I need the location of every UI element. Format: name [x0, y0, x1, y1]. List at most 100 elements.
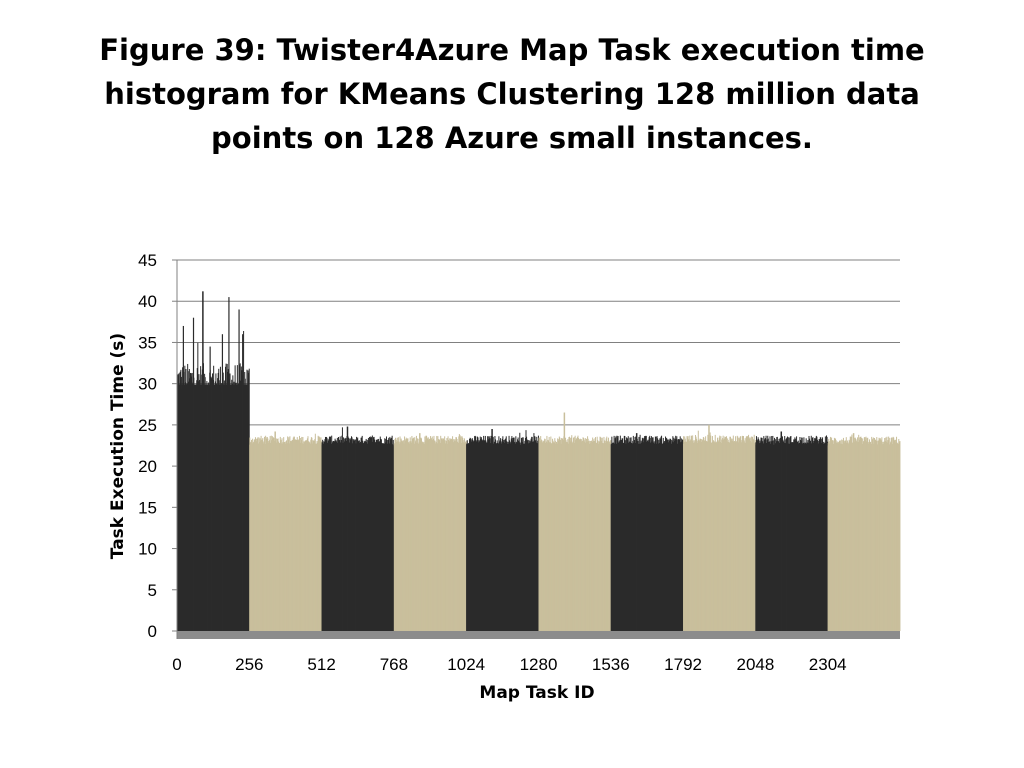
task-bar [236, 365, 238, 631]
task-bar [659, 439, 661, 631]
task-bar-peak [708, 424, 710, 631]
task-bar [838, 443, 840, 631]
task-bar [720, 436, 722, 631]
task-bar [375, 441, 377, 631]
task-bar [753, 439, 755, 631]
task-bar [549, 442, 551, 631]
task-bar [551, 443, 553, 631]
task-bar [882, 441, 884, 631]
task-bar [489, 438, 491, 631]
task-bar [231, 383, 233, 631]
task-bar [389, 436, 391, 631]
task-bar [341, 435, 343, 631]
task-bar [225, 363, 227, 631]
task-bar [600, 437, 602, 631]
task-bar [507, 443, 509, 631]
task-bar [773, 445, 775, 631]
task-bar [872, 437, 874, 631]
task-bar [651, 441, 653, 631]
task-bar [767, 435, 769, 631]
task-bar [488, 436, 490, 631]
task-bar [368, 440, 370, 631]
task-bar [435, 443, 437, 631]
task-bar [227, 371, 229, 631]
task-bar [499, 440, 501, 631]
task-bar [383, 443, 385, 631]
y-axis-title: Task Execution Time (s) [108, 333, 128, 559]
task-bar [727, 438, 729, 631]
task-bar [342, 442, 344, 631]
task-bar [295, 439, 297, 631]
task-bar [693, 440, 695, 631]
task-bar [752, 438, 754, 631]
task-bar [556, 441, 558, 631]
task-bar [395, 439, 397, 631]
task-bar [245, 388, 247, 631]
task-bar [588, 440, 590, 631]
task-bar [697, 440, 699, 631]
task-bar [266, 437, 268, 631]
task-bar [675, 438, 677, 631]
task-bar [627, 436, 629, 631]
task-bar [423, 443, 425, 631]
task-bar [587, 438, 589, 631]
task-bar [414, 437, 416, 631]
task-bar [539, 441, 541, 631]
task-bar [520, 437, 522, 631]
task-bar [874, 439, 876, 631]
task-bar [598, 443, 600, 631]
task-bar [479, 441, 481, 631]
task-bar [788, 443, 790, 631]
task-bar [270, 442, 272, 631]
task-bar [604, 442, 606, 631]
task-bar [198, 374, 200, 631]
task-bar [824, 436, 826, 631]
task-bar [267, 442, 269, 631]
task-bar [866, 441, 868, 631]
task-bar [641, 442, 643, 631]
task-bar [744, 438, 746, 631]
task-bar [785, 438, 787, 631]
task-bar [870, 442, 872, 631]
task-bar [642, 438, 644, 631]
task-bar [754, 440, 756, 631]
task-bar [645, 435, 647, 631]
task-bar [369, 437, 371, 631]
task-bar [620, 440, 622, 631]
task-bar [349, 438, 351, 631]
task-bar [469, 438, 471, 631]
task-bar [318, 436, 320, 631]
task-bar [305, 440, 307, 631]
task-bar [304, 440, 306, 631]
task-bar [458, 433, 460, 631]
task-bar [728, 441, 730, 631]
task-bar [194, 395, 196, 631]
task-bar [535, 440, 537, 631]
task-bar [580, 439, 582, 631]
task-bar [500, 438, 502, 631]
task-bar [711, 442, 713, 631]
task-bar [578, 439, 580, 631]
task-bar [511, 436, 513, 631]
task-bar [192, 383, 194, 631]
task-bar [584, 438, 586, 631]
task-bar [196, 380, 198, 631]
task-bar [258, 437, 260, 631]
task-bar [406, 438, 408, 631]
task-bar [556, 443, 558, 631]
task-bar [482, 440, 484, 631]
task-bar [717, 440, 719, 631]
task-bar [665, 436, 667, 631]
task-bar [841, 444, 843, 631]
task-bar [869, 441, 871, 631]
task-bar [376, 439, 378, 631]
task-bar [457, 442, 459, 631]
task-bar [557, 440, 559, 631]
task-bar [842, 437, 844, 631]
task-bar [302, 443, 304, 631]
task-bar [632, 435, 634, 631]
task-bar [740, 436, 742, 631]
task-bar [557, 438, 559, 631]
task-bar [456, 438, 458, 631]
task-bar [832, 443, 834, 631]
